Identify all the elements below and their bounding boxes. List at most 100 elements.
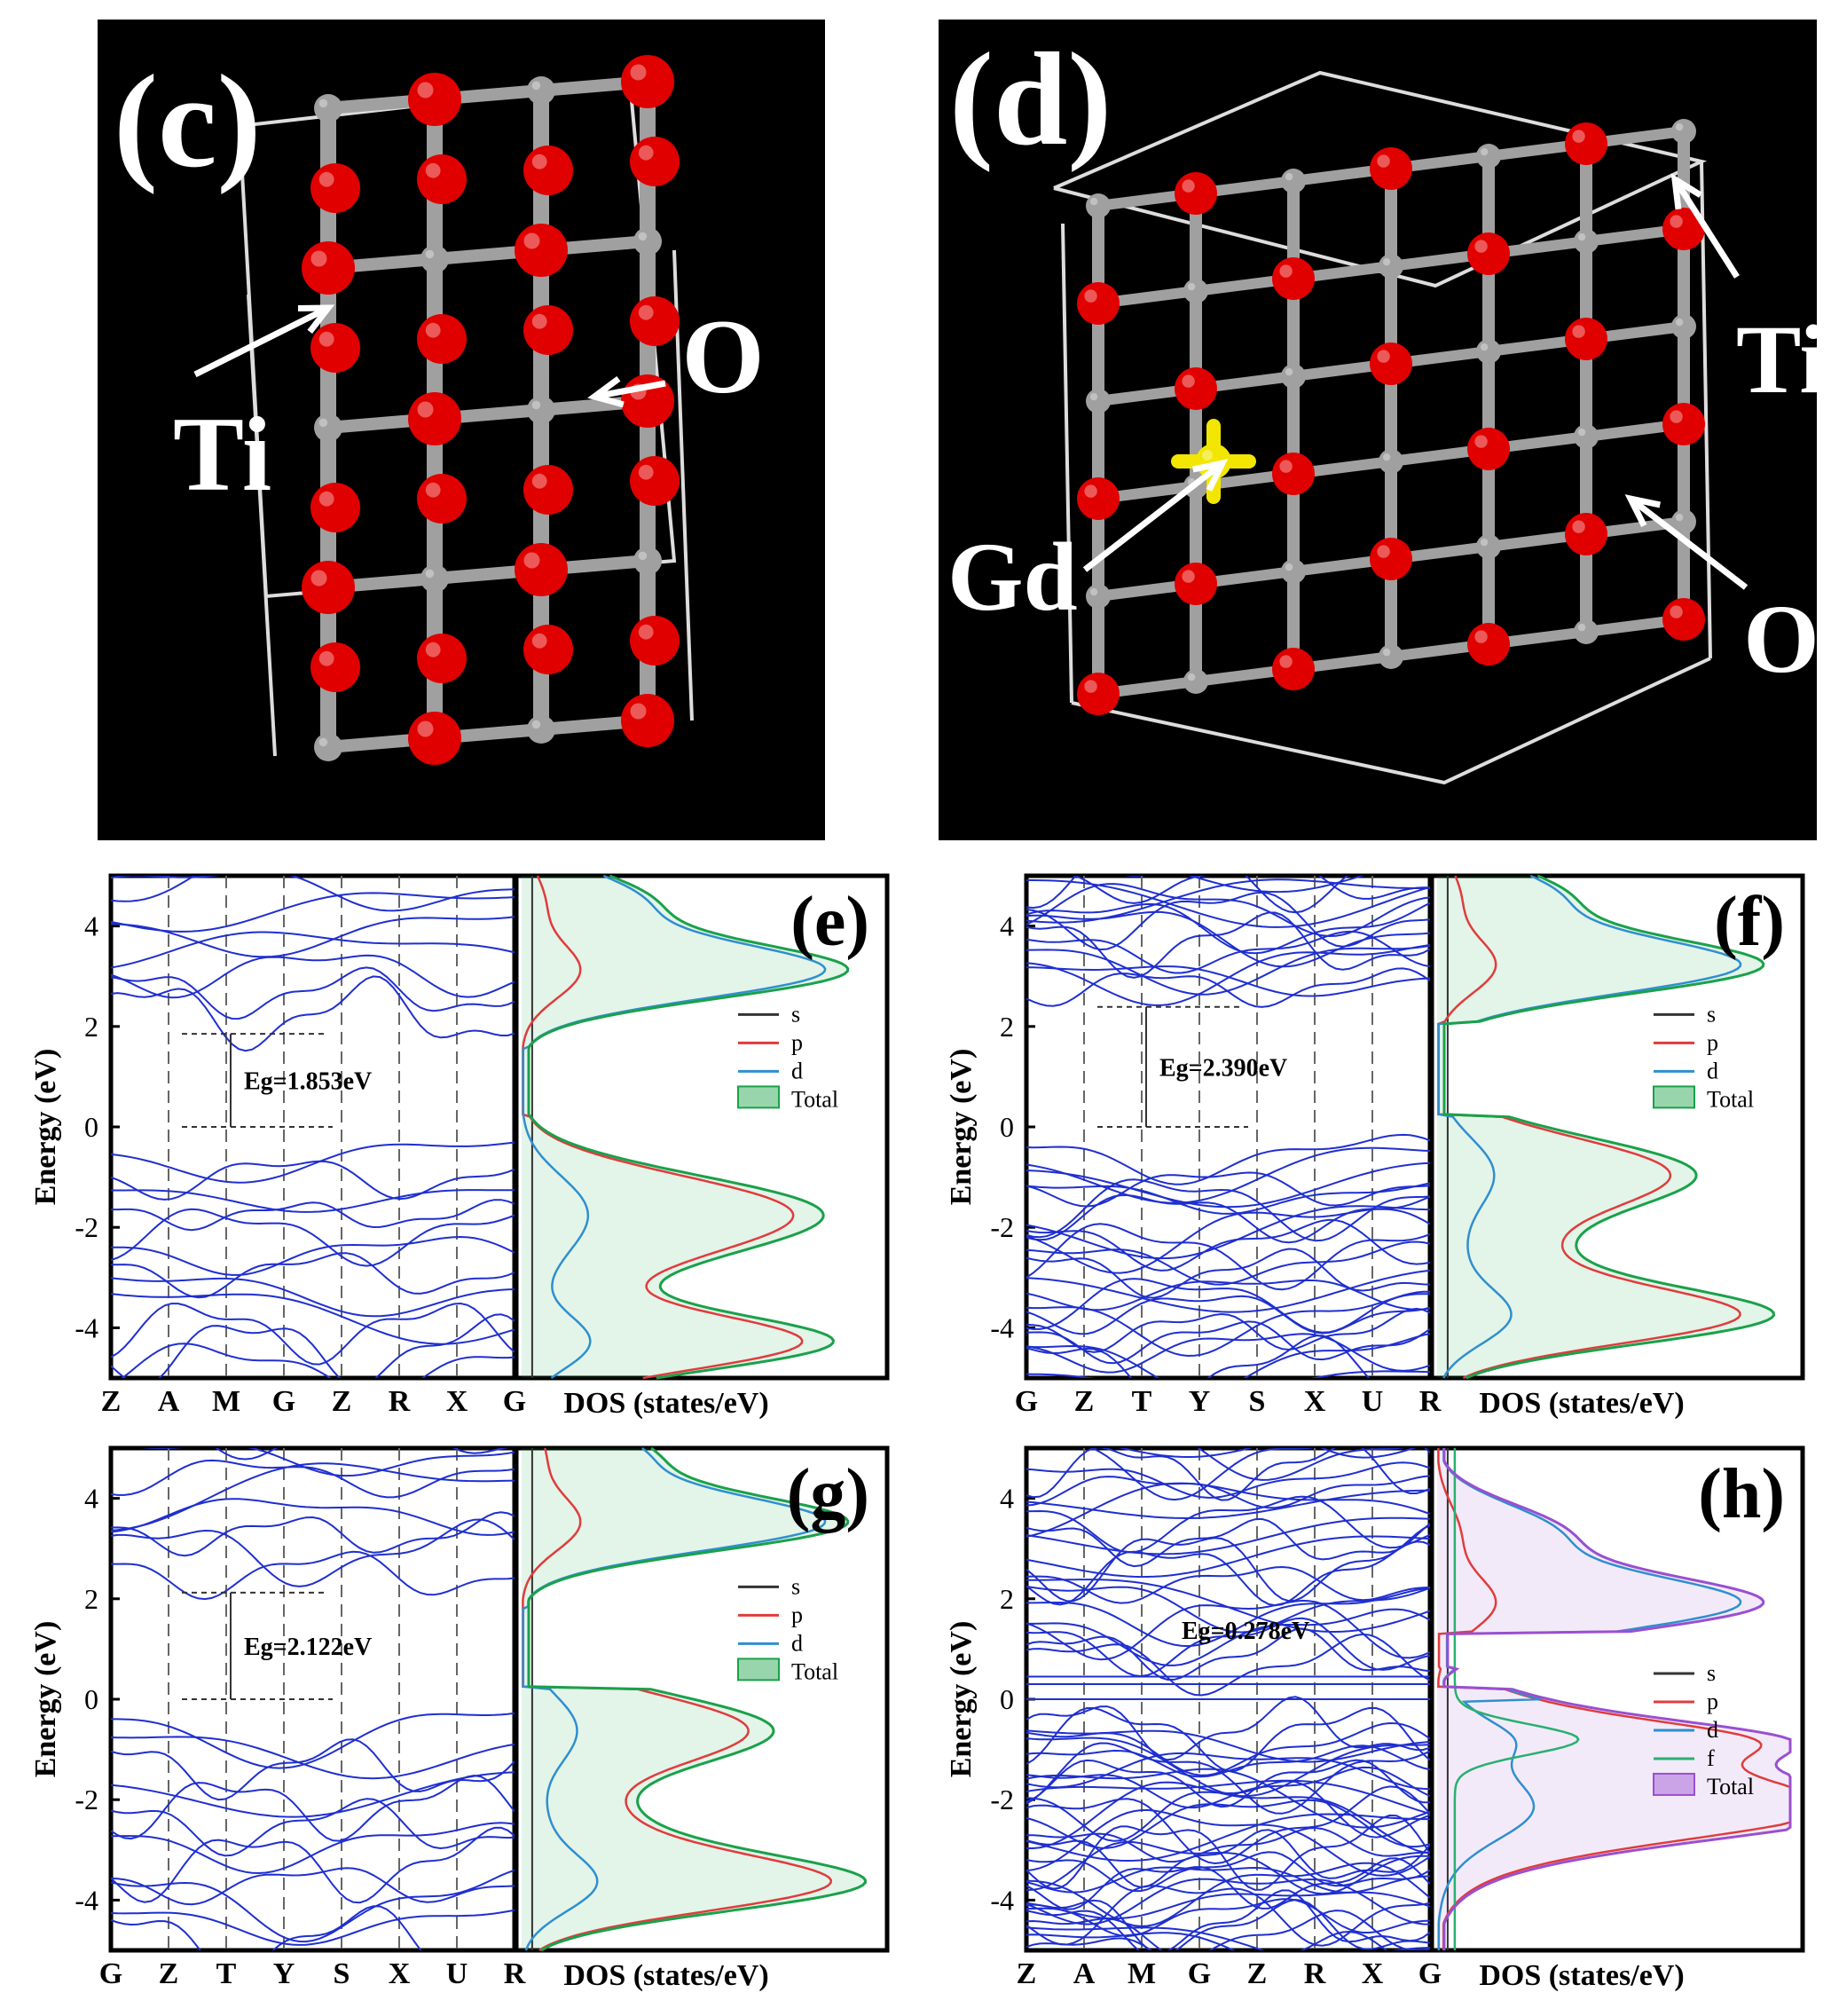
dos-total-curve [1442, 1448, 1792, 1950]
dos-total-curve [1442, 874, 1776, 1380]
kpoint-label: T [216, 1957, 237, 1990]
kpoint-label: T [1132, 1385, 1152, 1418]
valence-band [111, 1189, 515, 1213]
y-tick-label: 0 [84, 1111, 98, 1143]
panel-label: (e) [790, 883, 869, 961]
titanium-atom [1379, 644, 1403, 669]
oxygen-atom [630, 456, 680, 506]
atom-highlight [638, 624, 654, 640]
kpoint-label: M [212, 1385, 240, 1418]
conduction-band [1026, 944, 1430, 996]
valence-band [1026, 1932, 1430, 1950]
valence-band [1026, 1768, 1430, 1829]
legend-label-s: s [791, 1573, 800, 1599]
conduction-band [1026, 1540, 1430, 1607]
oxygen-atom [1175, 367, 1217, 410]
dos-d-curve [1437, 1448, 1742, 1950]
legend-label-p: p [791, 1602, 803, 1627]
valence-band [1026, 1290, 1430, 1358]
titanium-atom [1476, 144, 1501, 169]
kpoint-label: A [1073, 1957, 1096, 1990]
titanium-atom [420, 245, 449, 273]
conduction-band [1026, 878, 1430, 924]
atom-highlight [1675, 122, 1684, 131]
crystal-d-drawing: (d) Ti O Gd [947, 26, 1817, 785]
oxygen-atom [310, 483, 360, 532]
titanium-atom [527, 396, 555, 424]
titanium-atom [1281, 559, 1306, 584]
conduction-band [1026, 944, 1430, 1006]
oxygen-atom [1175, 563, 1217, 605]
atom-highlight [1285, 367, 1293, 376]
conduction-band [111, 1459, 515, 1499]
arrow-head [1670, 173, 1702, 210]
atom-highlight [523, 552, 540, 569]
valence-band [1026, 1930, 1388, 1950]
band-lines [111, 1448, 515, 1950]
atom-highlight [630, 64, 647, 81]
arrow-head [1192, 459, 1229, 492]
atom-highlight [310, 570, 327, 587]
kpoint-label: S [334, 1957, 350, 1990]
legend-label-f: f [1707, 1745, 1715, 1771]
band-gap-label: Eg=2.122eV [244, 1634, 372, 1661]
legend-swatch-total [737, 1085, 780, 1109]
oxygen-atom [621, 55, 674, 108]
dos-frame [1429, 1445, 1805, 1953]
legend-label-d: d [791, 1058, 803, 1083]
oxygen-atom [523, 305, 573, 355]
titanium-atom [1379, 449, 1403, 474]
atom-highlight [1577, 428, 1586, 437]
y-axis-label: Energy (eV) [29, 1621, 62, 1778]
legend-label-s: s [1707, 1660, 1716, 1686]
atom-highlight [1670, 605, 1683, 618]
atom-highlight [1480, 147, 1489, 156]
arrow-head [1624, 494, 1661, 527]
valence-band [1026, 1333, 1430, 1378]
conduction-band [1026, 1587, 1430, 1648]
atom-highlight [1675, 513, 1684, 522]
kpoint-label: R [389, 1385, 411, 1418]
y-tick-label: -4 [75, 1311, 98, 1343]
band-gap-label: Eg=1.853eV [244, 1068, 372, 1096]
valence-band [111, 1160, 515, 1201]
atom-highlight [1089, 197, 1098, 206]
arrow-shaft [193, 304, 330, 378]
y-tick-label: -2 [75, 1784, 98, 1815]
dos-p-curve [1437, 875, 1741, 1380]
oxygen-atom [408, 392, 461, 445]
arrow-head [297, 304, 335, 335]
y-tick-label: -2 [990, 1784, 1014, 1815]
valence-band [111, 1822, 515, 1875]
titanium-atom [1476, 534, 1501, 559]
titanium-atom [1671, 314, 1696, 339]
atom-highlight [1480, 538, 1489, 547]
valence-band [1026, 1785, 1430, 1865]
oxygen-atom [1370, 147, 1412, 190]
valence-band [1026, 1320, 1430, 1365]
valence-band [111, 1798, 515, 1857]
valence-band [1026, 1766, 1430, 1809]
conduction-band [1118, 1448, 1253, 1459]
valence-band [1026, 1889, 1430, 1950]
oxygen-atom [1467, 232, 1510, 275]
oxygen-atom [515, 224, 568, 277]
valence-band [1026, 1721, 1430, 1776]
atom-highlight [1670, 410, 1683, 423]
conduction-band [1026, 1565, 1430, 1604]
band-lines [1026, 1448, 1430, 1950]
cell-edge [1700, 161, 1712, 659]
atom-highlight [417, 721, 434, 737]
atom-highlight [1279, 655, 1293, 668]
titanium-atom [1379, 254, 1403, 279]
dos-d-curve [1437, 874, 1742, 1379]
conduction-band [111, 954, 515, 999]
atom-highlight [1084, 289, 1097, 303]
oxygen-atom [1662, 598, 1705, 641]
atom-highlight [1577, 623, 1586, 632]
titanium-atom [633, 547, 662, 575]
legend-swatch-total [1653, 1085, 1695, 1109]
atom-highlight [1670, 215, 1683, 228]
panel-label-c: (c) [114, 48, 261, 195]
